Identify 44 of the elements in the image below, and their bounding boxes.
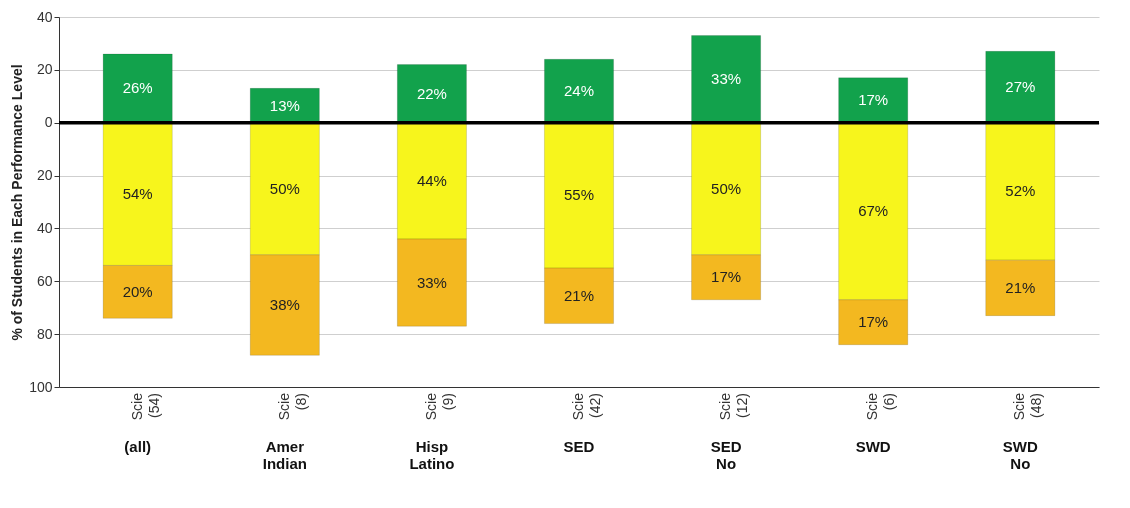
y-tick-label: 40: [36, 8, 53, 25]
data-label: 33%: [711, 70, 742, 88]
data-label: 21%: [1005, 278, 1036, 296]
data-label: 20%: [122, 282, 153, 300]
y-tick-label: 100: [29, 378, 53, 395]
data-label: 38%: [269, 296, 300, 314]
data-label: 17%: [711, 268, 742, 286]
data-label: 22%: [416, 84, 447, 102]
data-label: 55%: [563, 186, 595, 204]
text: Scie (54): [128, 392, 162, 421]
y-tick-label: 40: [36, 219, 53, 236]
text: Scie (9): [422, 392, 456, 421]
text: Scie (8): [275, 392, 309, 421]
x-tick-label: Hisp Latino: [409, 437, 455, 472]
text: Scie (12): [717, 392, 751, 421]
y-tick-label: 0: [44, 114, 53, 131]
data-label: 13%: [269, 96, 300, 114]
y-tick-label: 20: [36, 61, 53, 78]
x-tick-label: SED: [563, 437, 595, 455]
data-label: 44%: [416, 171, 447, 189]
data-label: 67%: [858, 202, 889, 220]
data-label: 17%: [858, 313, 889, 331]
text: Scie (42): [570, 392, 603, 421]
y-tick-label: 80: [36, 325, 53, 342]
data-label: 52%: [1005, 182, 1036, 200]
data-label: 50%: [711, 179, 742, 197]
data-label: 21%: [563, 286, 595, 304]
text: Scie (48): [1011, 392, 1045, 421]
text: Scie (6): [864, 392, 898, 421]
data-label: 27%: [1005, 78, 1036, 96]
data-label: 24%: [563, 82, 595, 99]
x-tick-label: SWD No: [1002, 437, 1038, 472]
data-label: 33%: [416, 273, 447, 291]
y-tick-label: 60: [36, 272, 53, 289]
x-tick-label: SED No: [710, 437, 742, 472]
data-label: 26%: [122, 79, 153, 97]
x-tick-label: Amer Indian: [262, 437, 307, 472]
y-axis-title: % of Students in Each Performance Level: [9, 64, 26, 341]
data-label: 17%: [858, 91, 889, 109]
data-label: 54%: [122, 185, 153, 203]
data-label: 50%: [269, 179, 300, 197]
x-tick-label: SWD: [855, 437, 891, 455]
y-tick-label: 20: [36, 167, 53, 184]
x-tick-label: (all): [124, 437, 152, 455]
